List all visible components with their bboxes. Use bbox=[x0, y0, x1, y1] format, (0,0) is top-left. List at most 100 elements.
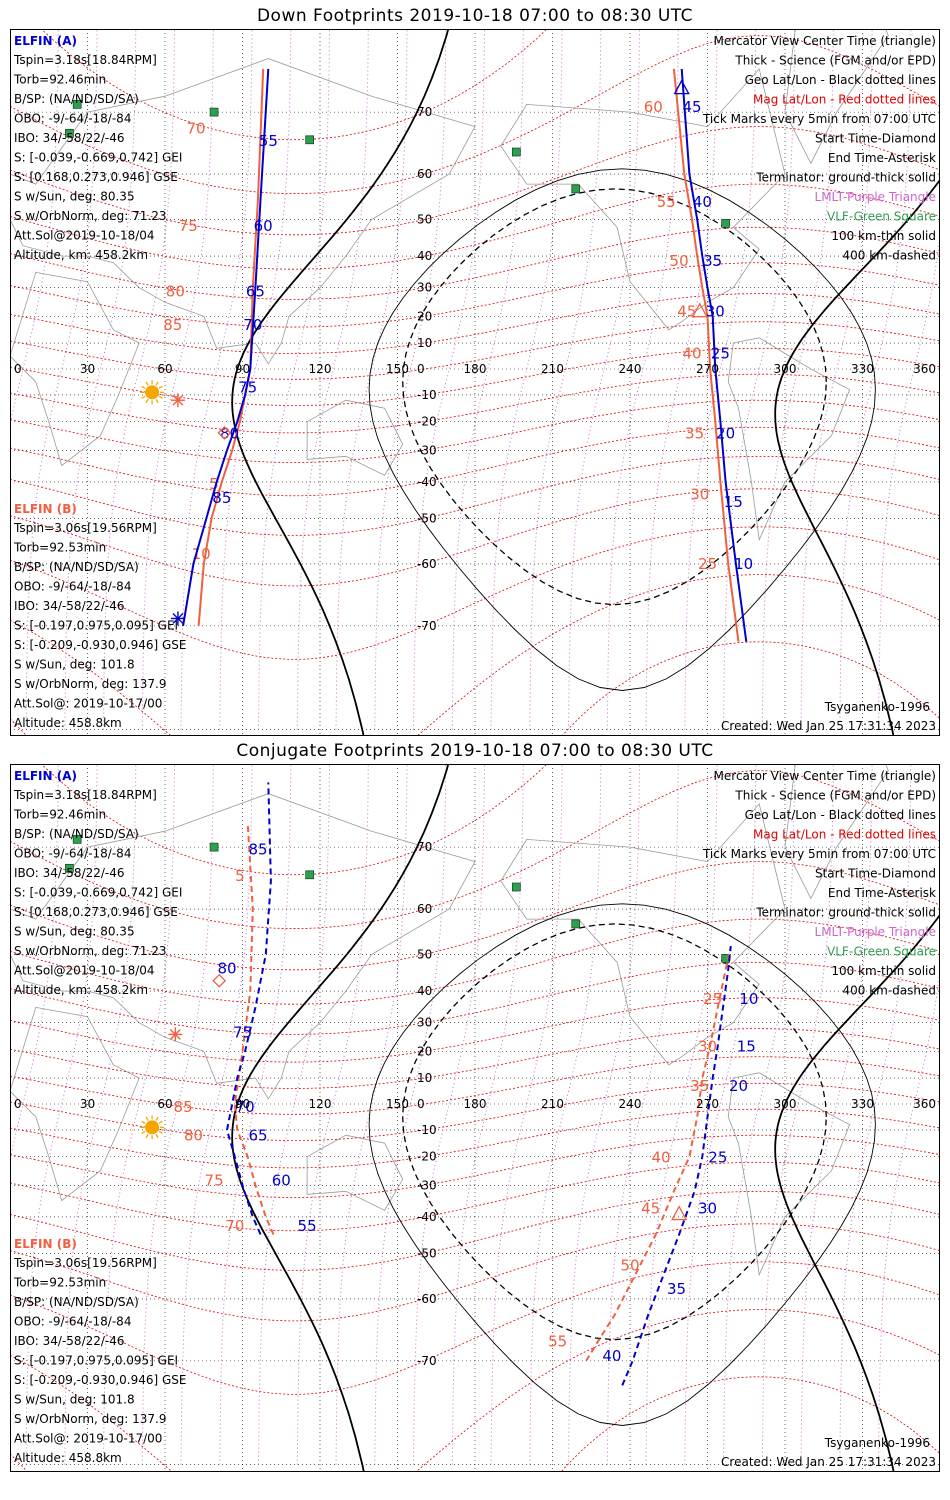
coastline bbox=[784, 765, 889, 900]
elfin-a-info-line: S: [0.168,0.273,0.946] GSE bbox=[14, 170, 178, 184]
elfin-b-info-line: Altitude: 458.8km bbox=[14, 716, 122, 730]
legend-entry: VLF-Green Square bbox=[827, 945, 936, 959]
elfin-a-info-line: Tspin=3.18s[18.84RPM] bbox=[13, 788, 157, 802]
lon-tick-label: 120 bbox=[309, 362, 332, 376]
elfin-b-east-tick-label: 45 bbox=[677, 302, 696, 320]
elfin-b-info-line: B/SP: (NA/ND/SD/SA) bbox=[14, 560, 139, 574]
lat-tick-label: -70 bbox=[417, 619, 437, 633]
lon-tick-label: 180 bbox=[464, 1097, 487, 1111]
sun-disc bbox=[145, 1120, 160, 1135]
elfin-a-info: ELFIN (A) Tspin=3.18s[18.84RPM] Torb=92.46… bbox=[13, 34, 182, 262]
mag-latitude-line bbox=[11, 770, 939, 930]
elfin-b-info: ELFIN (B) Tspin=3.06s[19.56RPM] Torb=92.53… bbox=[13, 1237, 187, 1465]
lat-tick-label: -20 bbox=[417, 415, 437, 429]
elfin-a-west-tick-label: 60 bbox=[272, 1171, 291, 1189]
mag-latitude-line bbox=[11, 1309, 939, 1471]
vlf-square bbox=[72, 100, 82, 109]
lat-tick-label: 0 bbox=[417, 1097, 425, 1111]
mag-grid bbox=[11, 765, 939, 1471]
elfin-b-info-line: IBO: 34/-58/22/-46 bbox=[14, 599, 125, 613]
elfin-b-east-tick-label: 35 bbox=[690, 1077, 709, 1095]
lat-tick-label: 70 bbox=[417, 105, 432, 119]
elfin-a-east-tick-label: 35 bbox=[667, 1280, 686, 1298]
lat-tick-label: 10 bbox=[417, 1071, 432, 1085]
lat-tick-label: 30 bbox=[417, 1016, 432, 1030]
elfin-b-east-tick-label: 55 bbox=[548, 1332, 567, 1350]
ground-terminator bbox=[774, 179, 939, 735]
legend-entry: Terminator: ground-thick solid bbox=[755, 906, 936, 920]
legend-entry: Tick Marks every 5min from 07:00 UTC bbox=[702, 847, 936, 861]
model-label: Tsyganenko-1996 bbox=[824, 700, 930, 714]
sun-disc bbox=[145, 385, 160, 400]
elfin-b-start-diamond bbox=[217, 425, 232, 440]
elfin-b-east-tick-label: 60 bbox=[644, 98, 663, 116]
elfin-b-west-tick-label: 5 bbox=[209, 475, 219, 493]
map-frame bbox=[10, 764, 940, 1472]
elfin-a-west-track bbox=[225, 782, 272, 1235]
elfin-a-info-line: Altitude, km: 458.2km bbox=[14, 248, 148, 262]
lon-tick-label: 330 bbox=[851, 1097, 874, 1111]
elfin-b-west-tick-label: 80 bbox=[166, 283, 185, 301]
elfin-a-west-tick-label: 55 bbox=[298, 1217, 317, 1235]
lon-tick-label: 270 bbox=[696, 362, 719, 376]
sun-icon bbox=[140, 380, 165, 405]
sun-ray bbox=[141, 395, 146, 399]
elfin-b-west-tick-label: 5 bbox=[235, 867, 245, 885]
lon-tick-label: 270 bbox=[696, 1097, 719, 1111]
elfin-b-west-tick-label: 80 bbox=[184, 1127, 203, 1145]
vlf-square bbox=[209, 842, 219, 852]
legend-entry: End Time-Asterisk bbox=[828, 886, 936, 900]
vlf-stations bbox=[65, 100, 730, 228]
lat-tick-label: 50 bbox=[417, 947, 432, 961]
lat-tick-label: 40 bbox=[417, 249, 432, 263]
elfin-b-info-line: OBO: -9/-64/-18/-84 bbox=[14, 580, 131, 594]
legend-entry: End Time-Asterisk bbox=[828, 151, 936, 165]
lat-tick-label: 20 bbox=[417, 309, 432, 323]
sun-ray bbox=[158, 1120, 163, 1124]
mag-latitude-line bbox=[11, 641, 939, 735]
lat-tick-label: -20 bbox=[417, 1150, 437, 1164]
legend-entry: Mag Lat/Lon - Red dotted lines bbox=[753, 828, 936, 842]
legend-entry: Terminator: ground-thick solid bbox=[755, 171, 936, 185]
lon-tick-label: 240 bbox=[619, 362, 642, 376]
elfin-a-info-line: S: [-0.039,-0.669,0.742] GEI bbox=[14, 886, 182, 900]
asterisk-stroke bbox=[172, 394, 184, 406]
elfin-b-west-tick-label: 10 bbox=[192, 545, 211, 563]
elfin-a-east-tick-label: 15 bbox=[724, 493, 743, 511]
elfin-b-info-line: Att.Sol@: 2019-10-17/00 bbox=[14, 697, 162, 711]
elfin-a-west-tick-label: 60 bbox=[254, 217, 273, 235]
lon-tick-label: 60 bbox=[157, 362, 172, 376]
elfin-a-east-tick-label: 35 bbox=[703, 252, 722, 270]
elfin-b-west-track bbox=[233, 822, 275, 1235]
sun-ray bbox=[158, 1130, 163, 1134]
elfin-b-east-tick-label: 45 bbox=[641, 1200, 660, 1218]
elfin-b-east-tick-label: 50 bbox=[620, 1256, 639, 1274]
map-content: 7075808551055606570758085605550454035302… bbox=[11, 30, 939, 735]
elfin-b-center-triangle bbox=[691, 302, 708, 318]
bottom-panel-title: Conjugate Footprints 2019-10-18 07:00 to… bbox=[236, 741, 714, 761]
vlf-square bbox=[571, 919, 581, 929]
elfin-a-east-tick-label: 20 bbox=[716, 425, 735, 443]
elfin-a-west-tick-label: 85 bbox=[212, 489, 231, 507]
elfin-b-west-tick-label: 75 bbox=[205, 1171, 224, 1189]
legend: Mercator View Center Time (triangle) Thic… bbox=[702, 769, 936, 998]
lat-tick-label: 50 bbox=[417, 212, 432, 226]
terminator-400km bbox=[402, 188, 827, 606]
legend-entry: 100 km-thin solid bbox=[831, 229, 936, 243]
lon-tick-label: 30 bbox=[80, 362, 95, 376]
created-label: Created: Wed Jan 25 17:31:34 2023 bbox=[721, 1455, 936, 1469]
elfin-b-start-diamond bbox=[212, 973, 227, 988]
elfin-a-east-tick-label: 30 bbox=[698, 1200, 717, 1218]
sun-ray bbox=[145, 1133, 149, 1139]
elfin-a-info-line: S w/Sun, deg: 80.35 bbox=[14, 925, 135, 939]
lat-tick-label: -70 bbox=[417, 1354, 437, 1368]
lon-tick-label: 0 bbox=[14, 1097, 22, 1111]
coastline bbox=[727, 1072, 851, 1277]
elfin-a-west-tick-label: 70 bbox=[243, 316, 262, 334]
elfin-b-info-line: OBO: -9/-64/-18/-84 bbox=[14, 1315, 131, 1329]
mag-latitude-line bbox=[11, 1161, 939, 1232]
legend-entry: 400 km-dashed bbox=[842, 249, 936, 263]
sun-ray bbox=[155, 398, 159, 404]
elfin-b-west-tick-label: 70 bbox=[186, 119, 205, 137]
lon-tick-label: 30 bbox=[80, 1097, 95, 1111]
